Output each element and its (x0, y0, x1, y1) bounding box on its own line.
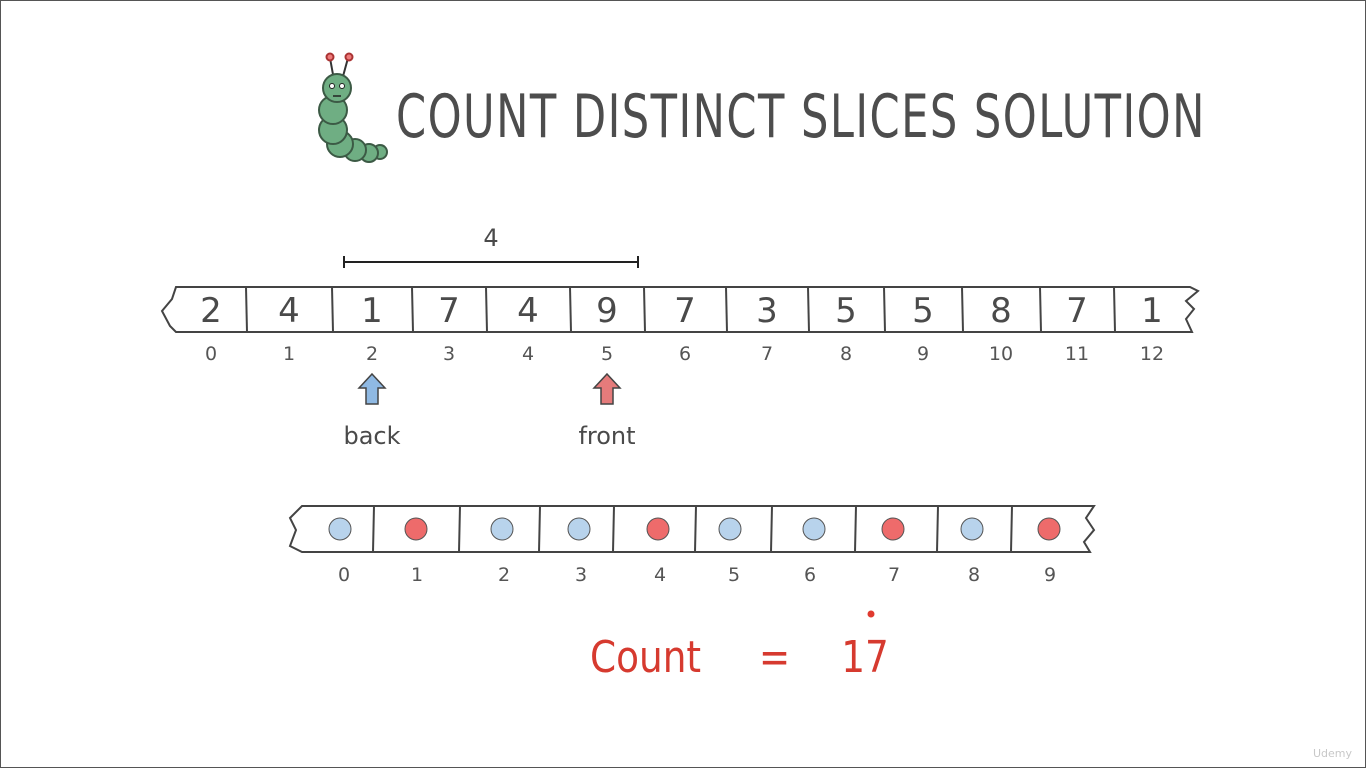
seen-array-divider (770, 505, 773, 553)
seen-array-index: 9 (1044, 564, 1056, 586)
top-array-index: 1 (283, 343, 295, 365)
top-array-value: 7 (674, 291, 696, 331)
top-array-index: 3 (443, 343, 455, 365)
top-array-divider (245, 286, 248, 333)
top-array-divider (807, 286, 810, 333)
top-array-value: 7 (1066, 291, 1088, 331)
front-label: front (578, 422, 635, 450)
top-array-value: 7 (438, 291, 460, 331)
seen-flag-blue-dot (490, 517, 514, 541)
page-title: COUNT DISTINCT SLICES SOLUTION (396, 82, 1206, 152)
top-array-value: 1 (1141, 291, 1163, 331)
top-array-value: 3 (756, 291, 778, 331)
back-pointer-arrow-icon (357, 372, 387, 405)
front-pointer-arrow-icon (592, 372, 622, 405)
seen-flag-blue-dot (718, 517, 742, 541)
back-label: back (343, 422, 400, 450)
top-array-index: 11 (1065, 343, 1089, 365)
top-array-divider (569, 286, 572, 333)
seen-array-divider (612, 505, 615, 553)
top-array-value: 2 (200, 291, 222, 331)
seen-flag-blue-dot (802, 517, 826, 541)
top-array-value: 1 (361, 291, 383, 331)
count-display: Count = 17 (590, 632, 889, 683)
seen-flag-blue-dot (328, 517, 352, 541)
top-array-index: 5 (601, 343, 613, 365)
seen-array-index: 8 (968, 564, 980, 586)
seen-array-outline (288, 505, 1096, 553)
top-array-index: 0 (205, 343, 217, 365)
seen-array-divider (936, 505, 939, 553)
top-array-index: 8 (840, 343, 852, 365)
seen-flag-blue-dot (567, 517, 591, 541)
seen-flag-red-dot (881, 517, 905, 541)
top-array-index: 9 (917, 343, 929, 365)
seen-array-divider (854, 505, 857, 553)
top-array-value: 4 (278, 291, 300, 331)
seen-array-index: 2 (498, 564, 510, 586)
seen-array-index: 0 (338, 564, 350, 586)
seen-flag-red-dot (1037, 517, 1061, 541)
top-array-value: 5 (912, 291, 934, 331)
top-array-divider (485, 286, 488, 333)
top-array-divider (331, 286, 334, 333)
top-array-value: 8 (990, 291, 1012, 331)
seen-array-divider (458, 505, 461, 553)
top-array-divider (883, 286, 886, 333)
top-array-index: 7 (761, 343, 773, 365)
window-length-label: 4 (483, 224, 498, 252)
seen-array-divider (1010, 505, 1013, 553)
seen-array-index: 6 (804, 564, 816, 586)
cursor-dot (867, 610, 875, 618)
count-equals: = (758, 632, 791, 683)
seen-flag-red-dot (646, 517, 670, 541)
top-array-index: 10 (989, 343, 1013, 365)
count-label: Count (590, 632, 702, 683)
seen-array-index: 4 (654, 564, 666, 586)
top-array-divider (411, 286, 414, 333)
top-array-index: 2 (366, 343, 378, 365)
top-array-divider (725, 286, 728, 333)
seen-array-divider (694, 505, 697, 553)
top-array-divider (643, 286, 646, 333)
seen-array-divider (372, 505, 375, 553)
top-array-outline (160, 286, 1200, 333)
top-array-divider (1113, 286, 1116, 333)
top-array-value: 9 (596, 291, 618, 331)
top-array-index: 4 (522, 343, 534, 365)
seen-flag-blue-dot (960, 517, 984, 541)
seen-array-index: 3 (575, 564, 587, 586)
seen-array-index: 5 (728, 564, 740, 586)
top-array-value: 4 (517, 291, 539, 331)
top-array-divider (961, 286, 964, 333)
top-array-index: 12 (1140, 343, 1164, 365)
seen-array-divider (538, 505, 541, 553)
udemy-watermark: Udemy (1312, 747, 1352, 760)
top-array-value: 5 (835, 291, 857, 331)
top-array-divider (1039, 286, 1042, 333)
seen-flag-red-dot (404, 517, 428, 541)
top-array-index: 6 (679, 343, 691, 365)
seen-array-index: 7 (888, 564, 900, 586)
count-value: 17 (841, 632, 889, 683)
seen-array-index: 1 (411, 564, 423, 586)
